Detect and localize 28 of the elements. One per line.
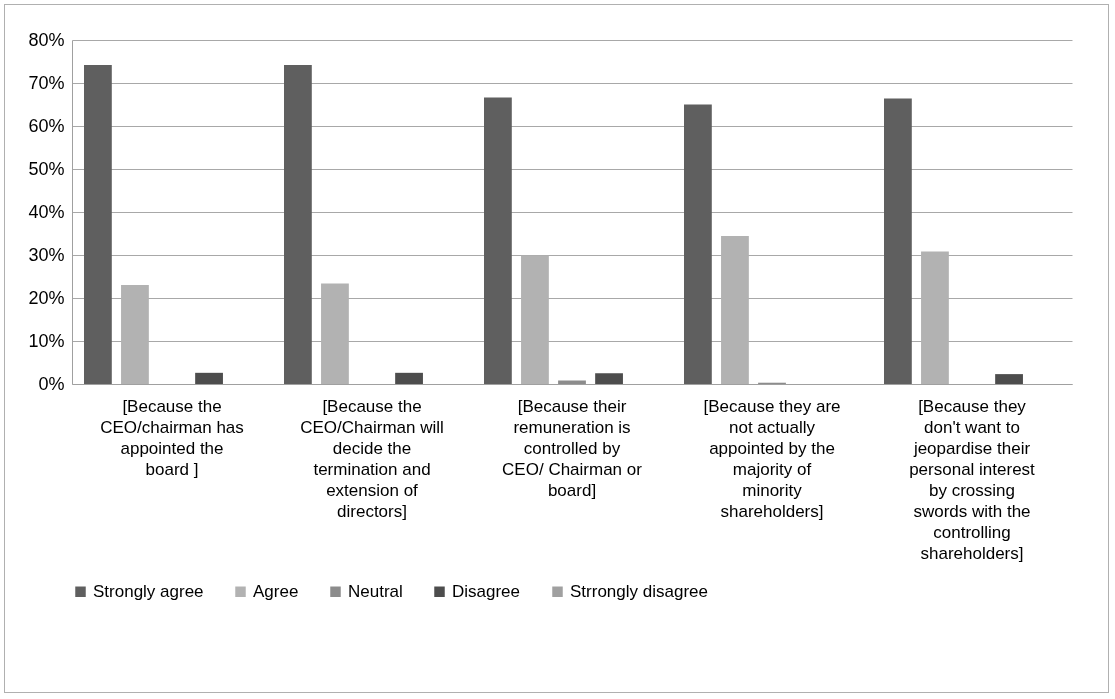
y-tick-label: 0% [38, 373, 65, 394]
y-tick-label: 60% [28, 115, 65, 136]
x-tick-label: [Because their remuneration is controlled by CEO/ Chairman or board] [502, 396, 643, 500]
x-tick-label: [Because the CEO/Chairman will decide the termination and extension of directors] [300, 396, 444, 521]
legend-label: Disagree [452, 581, 521, 601]
x-tick-label: [Because they don't want to jeopardise their personal interest by crossing swords with the controlling shareholders] [909, 396, 1036, 563]
y-tick-label: 10% [28, 330, 65, 351]
legend-label: Strongly agree [93, 581, 204, 601]
bar [284, 64, 312, 384]
bar [195, 372, 223, 384]
bar [595, 373, 623, 384]
bar [684, 104, 712, 384]
y-tick-label: 70% [28, 72, 65, 93]
bar [884, 98, 912, 384]
y-tick-label: 40% [28, 201, 65, 222]
x-tick-label: [Because they are not actually appointed by the majority of minority shareholders] [703, 396, 841, 521]
bar [995, 374, 1023, 384]
legend-label: Agree [253, 581, 299, 601]
bar [84, 64, 112, 384]
y-tick-label: 50% [28, 158, 65, 179]
x-tick-label: [Because the CEO/chairman has appointed the board ] [100, 396, 244, 479]
y-tick-label: 20% [28, 287, 65, 308]
bar [484, 97, 512, 384]
y-tick-label: 30% [28, 244, 65, 265]
y-tick-label: 80% [28, 29, 65, 50]
legend-label: Strrongly disagree [570, 581, 708, 601]
legend-label: Neutral [348, 581, 403, 601]
bar [395, 372, 423, 384]
